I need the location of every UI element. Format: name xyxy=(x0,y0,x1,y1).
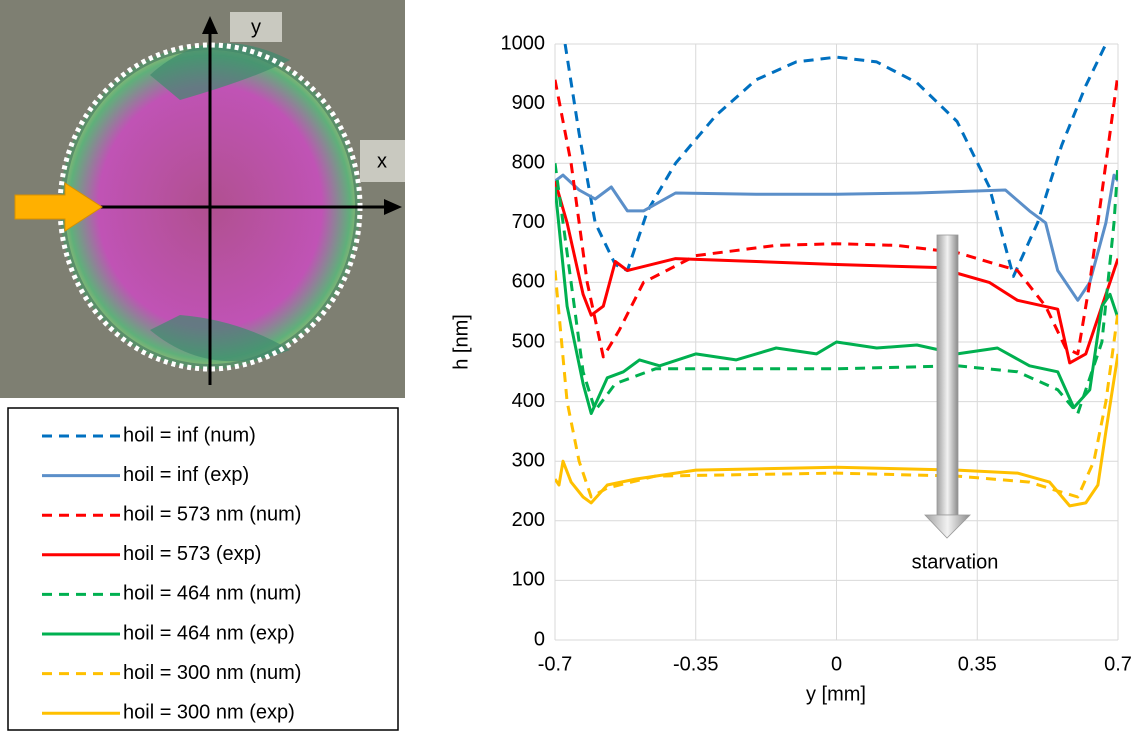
legend-label: hoil = 573 (exp) xyxy=(123,543,261,565)
series-line xyxy=(563,44,1108,278)
image-label: x xyxy=(377,150,387,172)
series-line xyxy=(555,73,1118,359)
y-tick-label: 800 xyxy=(512,151,545,173)
x-tick-label: 0 xyxy=(831,653,842,675)
series-line xyxy=(555,353,1118,508)
y-tick-label: 600 xyxy=(512,271,545,293)
x-tick-label: 0.7 xyxy=(1104,653,1132,675)
annotation: starvation xyxy=(912,551,999,573)
x-axis-label: y [mm] xyxy=(806,683,866,705)
legend-box xyxy=(7,407,399,731)
y-tick-label: 300 xyxy=(512,449,545,471)
legend-label: hoil = 300 nm (exp) xyxy=(123,701,295,723)
legend-label: hoil = 464 nm (exp) xyxy=(123,622,295,644)
series-line xyxy=(555,186,1118,415)
y-tick-label: 900 xyxy=(512,92,545,114)
y-tick-label: 400 xyxy=(512,390,545,412)
x-tick-label: -0.7 xyxy=(538,653,572,675)
legend-label: hoil = 464 nm (num) xyxy=(123,583,301,605)
series-line xyxy=(555,180,1118,365)
legend-label: hoil = 300 nm (num) xyxy=(123,662,301,684)
y-tick-label: 500 xyxy=(512,330,545,352)
y-tick-label: 200 xyxy=(512,509,545,531)
series-line xyxy=(555,162,1118,415)
plot-area xyxy=(554,43,1119,641)
series-line xyxy=(555,270,1118,499)
y-axis-label: h [nm] xyxy=(450,314,472,370)
y-tick-label: 700 xyxy=(512,211,545,233)
x-tick-label: -0.35 xyxy=(673,653,719,675)
legend-label: hoil = 573 nm (num) xyxy=(123,503,301,525)
legend-label: hoil = inf (exp) xyxy=(123,464,249,486)
legend-label: hoil = inf (num) xyxy=(123,424,256,446)
series-group xyxy=(555,44,1118,508)
starvation-arrow xyxy=(924,234,971,539)
y-tick-label: 100 xyxy=(512,569,545,591)
y-tick-label: 0 xyxy=(534,628,545,650)
interferogram: y x xyxy=(0,0,405,398)
x-tick-label: 0.35 xyxy=(958,653,997,675)
y-tick-label: 1000 xyxy=(501,32,546,54)
image-label: y xyxy=(251,16,261,38)
